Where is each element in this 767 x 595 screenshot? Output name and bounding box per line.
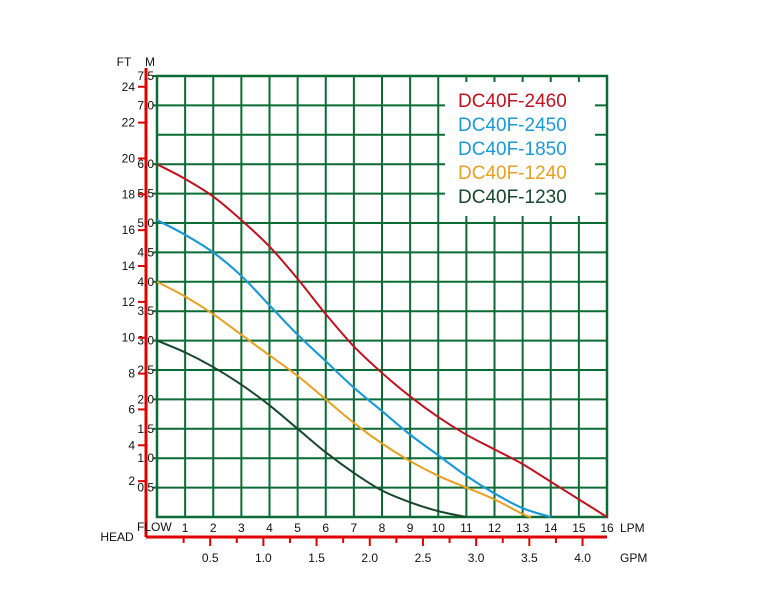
lpm-tick-label: 13 xyxy=(516,521,530,535)
lpm-tick-label: 1 xyxy=(182,521,189,535)
gpm-tick-label: 3.5 xyxy=(521,551,538,565)
series-line-dc40f-1850 xyxy=(156,219,552,518)
ft-tick-label: 18 xyxy=(122,187,136,201)
head-label: HEAD xyxy=(100,530,134,544)
ft-unit-label: FT xyxy=(117,55,132,69)
lpm-unit-label: LPM xyxy=(620,521,645,535)
m-tick-label: 4.0 xyxy=(137,275,154,289)
legend-entry-dc40f-1240: DC40F-1240 xyxy=(458,163,567,184)
m-tick-label: 6.0 xyxy=(137,157,154,171)
ft-tick-label: 8 xyxy=(128,367,135,381)
series-line-dc40f-2460 xyxy=(156,163,608,518)
lpm-tick-label: 6 xyxy=(322,521,329,535)
lpm-tick-label: 3 xyxy=(238,521,245,535)
gpm-tick-label: 2.5 xyxy=(415,551,432,565)
legend-background xyxy=(445,82,595,216)
ft-tick-label: 10 xyxy=(122,331,136,345)
series-lines xyxy=(156,163,608,518)
legend-entry-dc40f-1850: DC40F-1850 xyxy=(458,139,567,160)
series-line-dc40f-1240 xyxy=(156,280,532,518)
legend-entry-dc40f-1230: DC40F-1230 xyxy=(458,187,567,208)
gpm-tick-label: 1.0 xyxy=(255,551,272,565)
plot-frame xyxy=(155,74,609,519)
gpm-tick-label: 2.0 xyxy=(361,551,378,565)
lpm-tick-label: 12 xyxy=(488,521,502,535)
ft-tick-label: 6 xyxy=(128,402,135,416)
m-tick-label: 2.0 xyxy=(137,392,154,406)
gpm-tick-label: 0.5 xyxy=(202,551,219,565)
ft-tick-label: 24 xyxy=(122,80,136,94)
legend-entry-dc40f-2460: DC40F-2460 xyxy=(458,91,567,112)
gpm-tick-label: 3.0 xyxy=(468,551,485,565)
m-tick-label: 0.5 xyxy=(137,481,154,495)
m-tick-label: 7.5 xyxy=(137,69,154,83)
m-tick-label: 1.0 xyxy=(137,451,154,465)
legend-entry-dc40f-2450: DC40F-2450 xyxy=(458,115,567,136)
ft-tick-label: 12 xyxy=(122,295,136,309)
m-tick-label: 3.5 xyxy=(137,304,154,318)
m-tick-label: 5.0 xyxy=(137,216,154,230)
lpm-tick-label: 8 xyxy=(379,521,386,535)
gpm-unit-label: GPM xyxy=(620,551,647,565)
lpm-tick-label: 2 xyxy=(210,521,217,535)
gpm-tick-label: 4.0 xyxy=(574,551,591,565)
lpm-tick-label: 9 xyxy=(407,521,414,535)
lpm-tick-label: 14 xyxy=(544,521,558,535)
m-tick-label: 1.5 xyxy=(137,422,154,436)
lpm-tick-label: 5 xyxy=(294,521,301,535)
m-tick-label: 7.0 xyxy=(137,98,154,112)
lpm-tick-label: 7 xyxy=(351,521,358,535)
legend: DC40F-2460 DC40F-2450 DC40F-1850 DC40F-1240… xyxy=(445,82,595,216)
m-tick-label: 3.0 xyxy=(137,334,154,348)
axes: 0.51.01.52.02.53.03.54.04.55.05.56.07.07… xyxy=(100,55,647,565)
ft-tick-label: 20 xyxy=(122,151,136,165)
ft-tick-label: 2 xyxy=(128,474,135,488)
ft-tick-label: 14 xyxy=(122,259,136,273)
ft-tick-label: 4 xyxy=(128,438,135,452)
m-unit-label: M xyxy=(145,55,155,69)
flow-label: FLOW xyxy=(137,520,172,534)
series-line-dc40f-1230 xyxy=(156,339,467,518)
lpm-tick-label: 15 xyxy=(572,521,586,535)
ft-tick-label: 16 xyxy=(122,223,136,237)
m-tick-label: 2.5 xyxy=(137,363,154,377)
ft-tick-label: 22 xyxy=(122,116,136,130)
m-tick-label: 4.5 xyxy=(137,245,154,259)
lpm-tick-label: 10 xyxy=(432,521,446,535)
lpm-tick-label: 4 xyxy=(266,521,273,535)
lpm-tick-label: 16 xyxy=(600,521,614,535)
lpm-tick-label: 11 xyxy=(460,521,473,535)
gpm-tick-label: 1.5 xyxy=(308,551,325,565)
